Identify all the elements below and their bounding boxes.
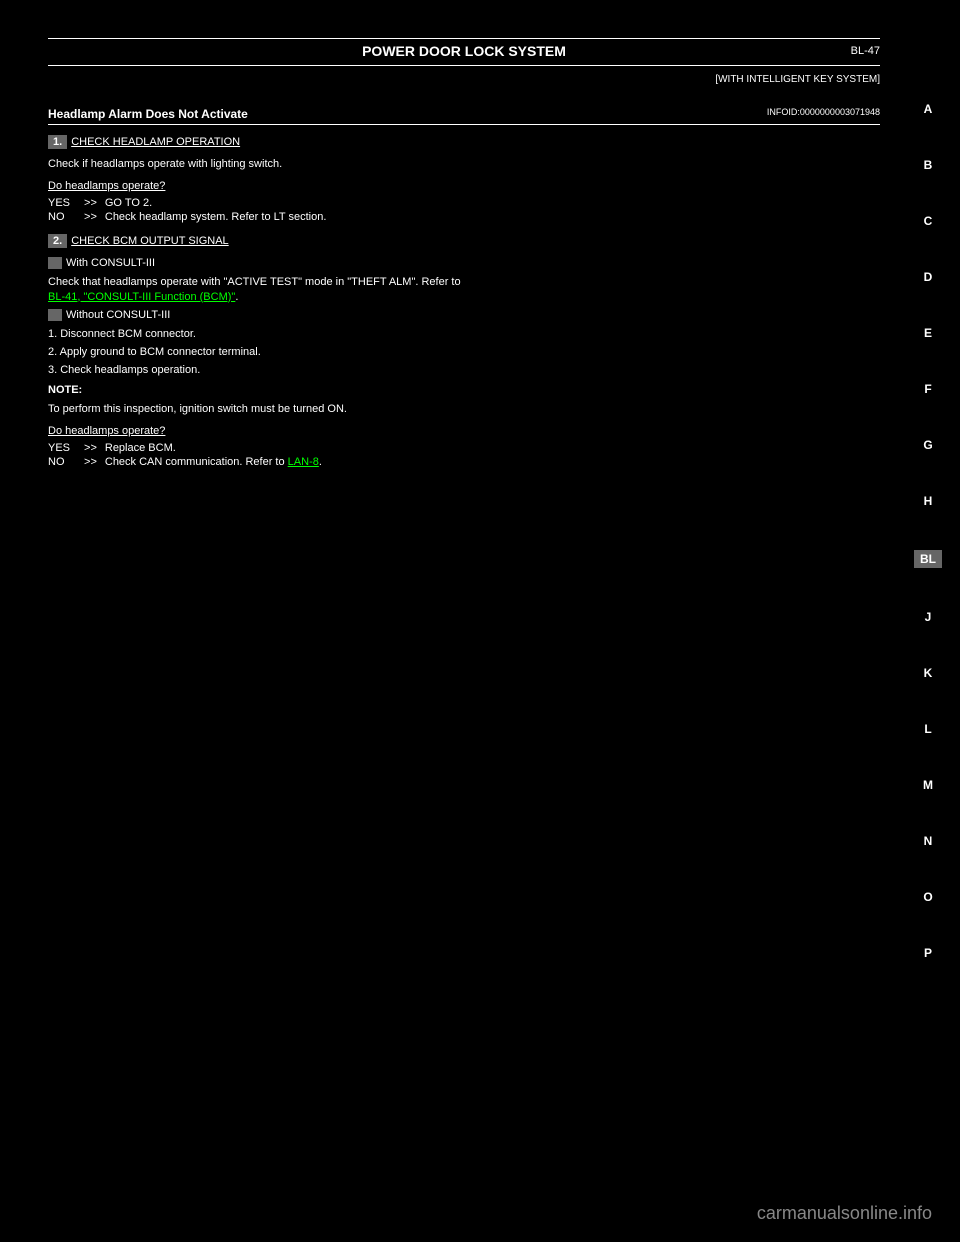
- step-2-header: 2. CHECK BCM OUTPUT SIGNAL: [48, 234, 880, 248]
- result-yes-label-2: YES: [48, 441, 76, 455]
- result-no-action-2-end: .: [319, 456, 322, 468]
- result-yes-arrow-2: >>: [76, 441, 105, 455]
- section-heading-text: Headlamp Alarm Does Not Activate: [48, 107, 248, 121]
- tab-j[interactable]: J: [914, 610, 942, 624]
- tab-m[interactable]: M: [914, 778, 942, 792]
- step-2-list-b: 2. Apply ground to BCM connector termina…: [48, 345, 880, 360]
- result-row-yes: YES >> GO TO 2.: [48, 196, 332, 210]
- header-rule-top: [48, 38, 880, 39]
- page-number: BL-47: [740, 45, 880, 57]
- step-2-line-1-text: Check that headlamps operate with "ACTIV…: [48, 276, 461, 288]
- header-rule-bottom: [48, 65, 880, 66]
- with-consult-label: With CONSULT-III: [66, 257, 155, 269]
- step-2-list-a: 1. Disconnect BCM connector.: [48, 327, 880, 342]
- step-1-question: Do headlamps operate?: [48, 180, 880, 192]
- step-1-header: 1. CHECK HEADLAMP OPERATION: [48, 135, 880, 149]
- result-no-arrow-2: >>: [76, 455, 105, 469]
- step-1-label: CHECK HEADLAMP OPERATION: [71, 136, 240, 148]
- result-row-no-2: NO >> Check CAN communication. Refer to …: [48, 455, 328, 469]
- info-id: INFOID:0000000003071948: [767, 107, 880, 117]
- without-consult-row: Without CONSULT-III: [48, 308, 880, 323]
- consult-function-link[interactable]: BL-41, "CONSULT-III Function (BCM)": [48, 291, 235, 303]
- result-no-action-2: Check CAN communication. Refer to LAN-8.: [105, 455, 328, 469]
- tab-d[interactable]: D: [914, 270, 942, 284]
- header-title: POWER DOOR LOCK SYSTEM: [188, 43, 740, 59]
- section-tabs: A B C D E F G H BL J K L M N O P: [914, 102, 942, 960]
- no-consult-icon: [48, 309, 62, 321]
- tab-o[interactable]: O: [914, 890, 942, 904]
- section-rule: [48, 124, 880, 125]
- tab-c[interactable]: C: [914, 214, 942, 228]
- step-1-number: 1.: [48, 135, 67, 149]
- result-no-label-2: NO: [48, 455, 76, 469]
- step-2-number: 2.: [48, 234, 67, 248]
- tab-p[interactable]: P: [914, 946, 942, 960]
- header-subtitle: [WITH INTELLIGENT KEY SYSTEM]: [48, 74, 880, 85]
- result-no-label: NO: [48, 210, 76, 224]
- tab-bl[interactable]: BL: [914, 550, 942, 568]
- page-container: POWER DOOR LOCK SYSTEM BL-47 [WITH INTEL…: [0, 0, 960, 1242]
- section-heading: Headlamp Alarm Does Not Activate INFOID:…: [48, 107, 880, 121]
- step-2-list-c: 3. Check headlamps operation.: [48, 363, 880, 378]
- step-2-question: Do headlamps operate?: [48, 425, 880, 437]
- tab-b[interactable]: B: [914, 158, 942, 172]
- result-no-arrow: >>: [76, 210, 105, 224]
- tab-k[interactable]: K: [914, 666, 942, 680]
- tab-e[interactable]: E: [914, 326, 942, 340]
- result-row-no: NO >> Check headlamp system. Refer to LT…: [48, 210, 332, 224]
- step-2-result-table: YES >> Replace BCM. NO >> Check CAN comm…: [48, 441, 328, 469]
- step-2-line-1: Check that headlamps operate with "ACTIV…: [48, 275, 880, 305]
- note-text: To perform this inspection, ignition swi…: [48, 402, 880, 417]
- result-yes-arrow: >>: [76, 196, 105, 210]
- without-consult-label: Without CONSULT-III: [66, 309, 170, 321]
- step-2-line-1-end: .: [235, 291, 238, 303]
- result-yes-action-2: Replace BCM.: [105, 441, 328, 455]
- consult-icon: [48, 257, 62, 269]
- result-yes-label: YES: [48, 196, 76, 210]
- result-no-action: Check headlamp system. Refer to LT secti…: [105, 210, 333, 224]
- result-row-yes-2: YES >> Replace BCM.: [48, 441, 328, 455]
- result-yes-action: GO TO 2.: [105, 196, 333, 210]
- tab-f[interactable]: F: [914, 382, 942, 396]
- step-2-label: CHECK BCM OUTPUT SIGNAL: [71, 235, 229, 247]
- tab-h[interactable]: H: [914, 494, 942, 508]
- tab-l[interactable]: L: [914, 722, 942, 736]
- tab-n[interactable]: N: [914, 834, 942, 848]
- header-row: POWER DOOR LOCK SYSTEM BL-47: [48, 43, 880, 65]
- result-no-action-2-text: Check CAN communication. Refer to: [105, 456, 288, 468]
- watermark: carmanualsonline.info: [757, 1203, 932, 1224]
- lan-link[interactable]: LAN-8: [288, 456, 319, 468]
- step-1-paragraph: Check if headlamps operate with lighting…: [48, 157, 880, 172]
- tab-a[interactable]: A: [914, 102, 942, 116]
- step-1-result-table: YES >> GO TO 2. NO >> Check headlamp sys…: [48, 196, 332, 224]
- note-label: NOTE:: [48, 384, 880, 396]
- with-consult-row: With CONSULT-III: [48, 256, 880, 271]
- tab-g[interactable]: G: [914, 438, 942, 452]
